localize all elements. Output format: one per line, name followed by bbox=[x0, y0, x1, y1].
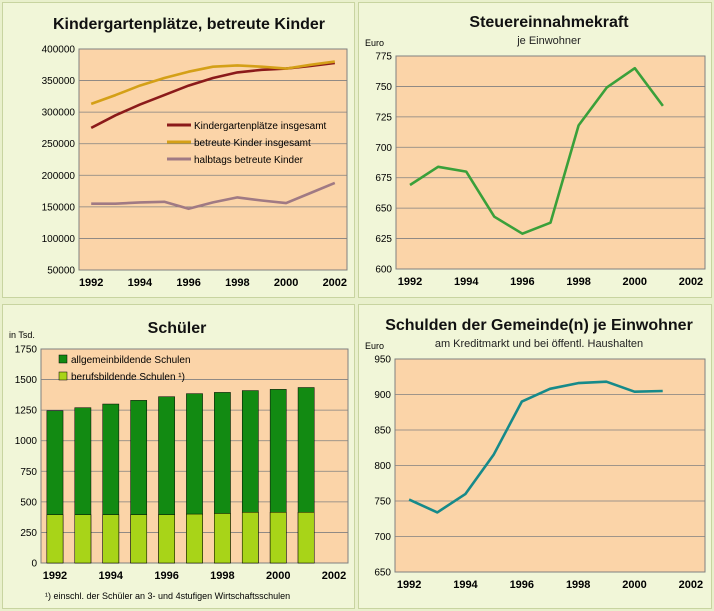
y-tick-label: 400000 bbox=[42, 45, 76, 56]
x-tick-label: 1998 bbox=[210, 570, 234, 582]
legend-swatch-allgemein bbox=[58, 354, 68, 364]
y-tick-label: 775 bbox=[375, 52, 392, 63]
unit-label: in Tsd. bbox=[9, 330, 35, 340]
x-tick-label: 1998 bbox=[566, 276, 590, 288]
y-tick-label: 300000 bbox=[42, 108, 76, 119]
plot-area bbox=[395, 55, 706, 270]
y-tick-label: 900 bbox=[374, 390, 391, 401]
y-tick-label: 500 bbox=[20, 497, 37, 508]
y-tick-label: 1500 bbox=[15, 375, 38, 386]
x-tick-label: 1996 bbox=[154, 570, 178, 582]
x-tick-label: 1994 bbox=[99, 570, 124, 582]
bar-berufs bbox=[241, 512, 259, 564]
x-tick-label: 1992 bbox=[79, 277, 103, 289]
chart-title: Steuereinnahmekraft bbox=[469, 14, 629, 31]
chart-subtitle: je Einwohner bbox=[516, 35, 581, 47]
x-tick-label: 2000 bbox=[623, 276, 647, 288]
x-tick-label: 2002 bbox=[322, 570, 346, 582]
y-tick-label: 1000 bbox=[15, 436, 38, 447]
series-line-0 bbox=[408, 380, 663, 514]
bar-berufs bbox=[186, 513, 203, 564]
x-tick-label: 1996 bbox=[176, 277, 200, 289]
y-tick-label: 200000 bbox=[42, 171, 76, 182]
x-tick-label: 1992 bbox=[398, 276, 422, 288]
x-tick-label: 1992 bbox=[397, 579, 421, 591]
y-tick-label: 50000 bbox=[47, 266, 75, 277]
y-tick-label: 750 bbox=[375, 82, 392, 93]
chart-title: Schüler bbox=[148, 320, 207, 337]
x-tick-label: 2000 bbox=[266, 570, 290, 582]
bar-berufs bbox=[74, 514, 92, 564]
x-tick-label: 1996 bbox=[510, 276, 534, 288]
y-tick-label: 250000 bbox=[42, 139, 76, 150]
steuer-chart: Steuereinnahmekraft je Einwohner Euro 77… bbox=[365, 14, 706, 288]
y-tick-label: 950 bbox=[374, 355, 391, 366]
y-tick-label: 650 bbox=[374, 568, 391, 579]
chart-title: Kindergartenplätze, betreute Kinder bbox=[53, 16, 325, 33]
y-tick-label: 750 bbox=[20, 467, 37, 478]
unit-label: Euro bbox=[365, 341, 384, 351]
x-tick-label: 1994 bbox=[128, 277, 153, 289]
y-tick-label: 750 bbox=[374, 497, 391, 508]
chart-panel-schueler: Schüler in Tsd. 1750 1500 1250 1000 750 500 25… bbox=[2, 304, 355, 609]
x-tick-label: 1994 bbox=[453, 579, 478, 591]
y-tick-label: 700 bbox=[375, 143, 392, 154]
y-tick-label: 725 bbox=[375, 112, 392, 123]
y-tick-label: 675 bbox=[375, 173, 392, 184]
series-line-0 bbox=[409, 66, 664, 235]
x-tick-label: 2002 bbox=[679, 276, 703, 288]
y-tick-label: 600 bbox=[375, 265, 392, 276]
kindergarten-chart: Kindergartenplätze, betreute Kinder 4000… bbox=[42, 16, 348, 289]
x-tick-label: 1994 bbox=[454, 276, 479, 288]
y-tick-label: 800 bbox=[374, 461, 391, 472]
x-tick-label: 2002 bbox=[679, 579, 703, 591]
y-tick-label: 850 bbox=[374, 426, 391, 437]
bar-berufs bbox=[102, 514, 120, 564]
chart-panel-steuer: Steuereinnahmekraft je Einwohner Euro 77… bbox=[358, 2, 712, 298]
series-line-1 bbox=[90, 60, 335, 106]
unit-label: Euro bbox=[365, 38, 384, 48]
legend-label-halbtags: halbtags betreute Kinder bbox=[194, 155, 304, 166]
x-tick-label: 2000 bbox=[274, 277, 298, 289]
x-tick-label: 1998 bbox=[225, 277, 249, 289]
y-tick-label: 700 bbox=[374, 532, 391, 543]
bar-berufs bbox=[214, 513, 231, 564]
y-tick-label: 650 bbox=[375, 204, 392, 215]
bar-berufs bbox=[130, 514, 148, 564]
legend-label-betreut: betreute Kinder insgesamt bbox=[194, 138, 311, 149]
bar-berufs bbox=[46, 514, 64, 564]
x-tick-label: 1992 bbox=[43, 570, 67, 582]
bar-berufs bbox=[269, 512, 287, 564]
chart-title: Schulden der Gemeinde(n) je Einwohner bbox=[385, 317, 693, 334]
x-tick-label: 2000 bbox=[622, 579, 646, 591]
series-line-2 bbox=[91, 181, 336, 211]
y-tick-label: 1750 bbox=[15, 345, 38, 356]
x-tick-label: 1998 bbox=[566, 579, 590, 591]
x-tick-label: 2002 bbox=[323, 277, 347, 289]
schueler-chart: Schüler in Tsd. 1750 1500 1250 1000 750 500 25… bbox=[9, 320, 349, 601]
plot-area bbox=[78, 48, 348, 271]
legend-swatch-berufs bbox=[58, 371, 68, 381]
x-tick-label: 1996 bbox=[510, 579, 534, 591]
legend-label-plaetze: Kindergartenplätze insgesamt bbox=[194, 121, 327, 132]
bar-berufs bbox=[158, 514, 175, 564]
y-tick-label: 625 bbox=[375, 234, 392, 245]
y-tick-label: 0 bbox=[31, 559, 37, 570]
y-tick-label: 1250 bbox=[15, 406, 38, 417]
y-tick-label: 150000 bbox=[42, 202, 76, 213]
y-tick-label: 100000 bbox=[42, 234, 76, 245]
chart-subtitle: am Kreditmarkt und bei öffentl. Haushalt… bbox=[435, 338, 643, 350]
chart-panel-kindergarten: Kindergartenplätze, betreute Kinder 4000… bbox=[2, 2, 355, 298]
y-tick-label: 350000 bbox=[42, 76, 76, 87]
y-tick-label: 250 bbox=[20, 528, 37, 539]
legend-label-allgemein: allgemeinbildende Schulen bbox=[71, 355, 191, 366]
chart-panel-schulden: Schulden der Gemeinde(n) je Einwohner am… bbox=[358, 304, 712, 609]
footnote: ¹) einschl. der Schüler an 3- und 4stufi… bbox=[45, 591, 290, 601]
bar-berufs bbox=[297, 512, 315, 564]
legend-label-berufs: berufsbildende Schulen ¹) bbox=[71, 372, 185, 383]
schulden-chart: Schulden der Gemeinde(n) je Einwohner am… bbox=[365, 317, 706, 591]
